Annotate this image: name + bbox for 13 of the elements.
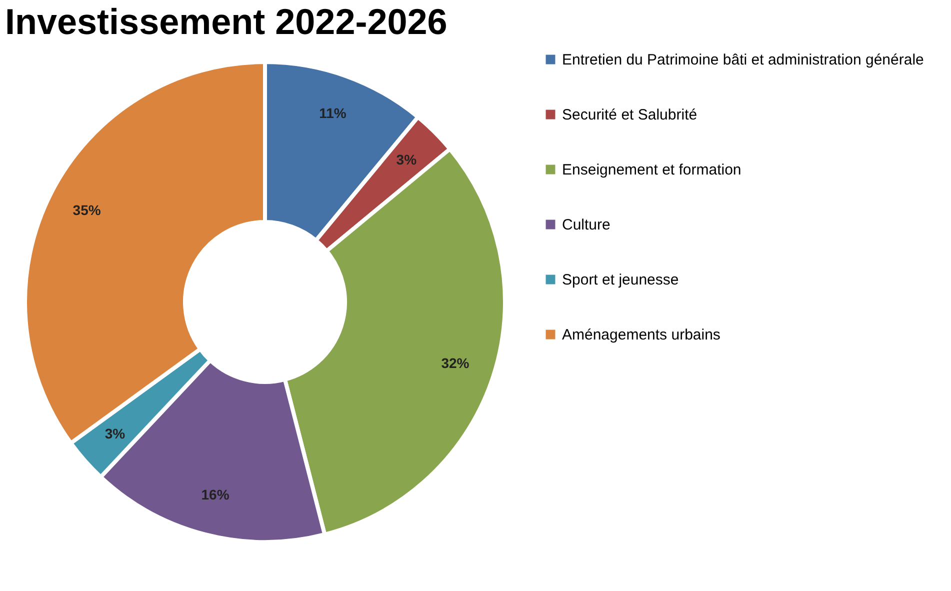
legend-label: Sport et jeunesse <box>562 272 679 288</box>
legend-label: Culture <box>562 216 610 234</box>
legend-label: Entretien du Patrimoine bâti et administration générale <box>562 52 924 68</box>
legend-label: Securité et Salubrité <box>562 106 698 124</box>
data-label: 32% <box>441 354 470 371</box>
data-label: 11% <box>319 104 347 121</box>
chart-title: Investissement 2022-2026 <box>5 1 448 42</box>
data-label: 3% <box>396 152 418 168</box>
legend-label: Aménagements urbains <box>562 326 720 344</box>
data-label: 3% <box>104 425 126 442</box>
data-label: 16% <box>201 486 230 503</box>
data-label: 35% <box>72 202 102 218</box>
legend-label: Enseignement et formation <box>562 162 742 178</box>
